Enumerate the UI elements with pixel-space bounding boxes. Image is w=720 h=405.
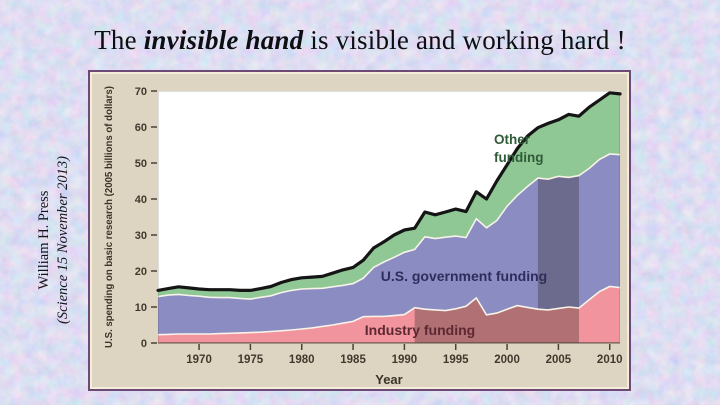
plot-border [158, 91, 620, 343]
title-suffix: is visible and working hard ! [303, 25, 626, 55]
y-tick-label: 70 [135, 86, 147, 98]
x-tick-label: 2000 [494, 354, 520, 366]
credit-author: William H. Press [36, 190, 52, 290]
area-u-s-government-funding [158, 154, 620, 335]
y-tick-label: 50 [135, 158, 147, 170]
x-tick-label: 1990 [392, 354, 418, 366]
series-label-u-s-government-funding: U.S. government funding [381, 268, 547, 284]
x-tick-label: 2010 [597, 354, 623, 366]
y-axis-label: U.S. spending on basic research (2005 bi… [103, 86, 115, 348]
y-axis: 0 10 20 30 40 50 60 70 [135, 86, 157, 350]
y-tick-label: 60 [135, 122, 147, 134]
area-separator-0 [157, 285, 621, 336]
series-label-other-funding: funding [494, 150, 543, 165]
chart-frame: 0 10 20 30 40 50 60 70 1970 1975 1980 1985 1990 1995 2… [88, 70, 631, 391]
y-tick-label: 0 [141, 338, 147, 350]
plot-group: 0 10 20 30 40 50 60 70 1970 1975 1980 1985 1990 1995 2… [135, 86, 623, 387]
x-tick-label: 2005 [546, 354, 572, 366]
series-label-industry-funding: Industry funding [365, 322, 475, 338]
y-tick-label: 10 [135, 302, 147, 314]
page-title: The invisible hand is visible and workin… [0, 25, 720, 56]
title-prefix: The [94, 25, 144, 55]
area-other-funding [158, 92, 620, 300]
x-axis-label: Year [375, 372, 402, 387]
area-industry-funding [158, 286, 620, 343]
credit-vertical-text: William H. Press (Science 15 November 20… [35, 135, 75, 345]
x-tick-label: 1995 [443, 354, 469, 366]
title-emphasis: invisible hand [143, 25, 304, 55]
x-axis: 1970 1975 1980 1985 1990 1995 2000 2005 2010 [186, 344, 623, 366]
y-tick-label: 20 [135, 266, 147, 278]
credit-source: (Science 15 November 2013) [55, 156, 71, 324]
x-tick-label: 1970 [186, 354, 212, 366]
series-label-other-funding: Other [494, 132, 531, 147]
research-funding-chart: 0 10 20 30 40 50 60 70 1970 1975 1980 1985 1990 1995 2… [103, 86, 623, 387]
x-tick-label: 1985 [340, 354, 366, 366]
x-tick-label: 1980 [289, 354, 315, 366]
x-tick-label: 1975 [238, 354, 264, 366]
total-line [156, 91, 622, 292]
y-tick-label: 30 [135, 230, 147, 242]
area-separator-1 [157, 153, 621, 300]
shaded-band-u-s-government-funding [537, 154, 579, 335]
y-tick-label: 40 [135, 194, 147, 206]
